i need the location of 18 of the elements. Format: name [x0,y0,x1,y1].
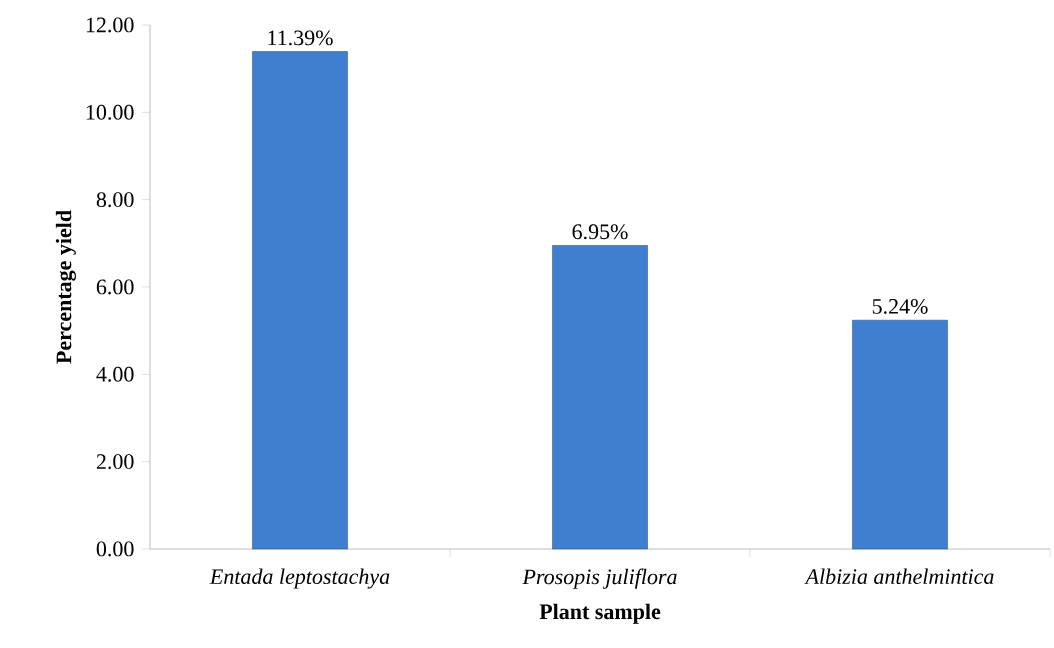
data-label: 5.24% [872,298,928,314]
x-axis-title: Plant sample [539,603,661,624]
y-axis-title: Percentage yield [55,210,76,364]
y-tick-label: 4.00 [96,366,134,382]
bar [852,319,948,550]
x-tick-label: Albizia anthelmintica [804,568,994,585]
bar [252,51,348,550]
y-tick-label: 12.00 [86,17,134,33]
y-tick-label: 2.00 [96,454,134,470]
y-tick-label: 6.00 [96,279,134,295]
y-tick-label: 8.00 [96,192,134,208]
y-tick-label: 10.00 [86,104,134,120]
data-label: 11.39% [268,30,333,46]
bar [552,245,648,550]
data-label: 6.95% [572,224,628,240]
x-tick-label: Prosopis juliflora [522,568,677,589]
x-tick-label: Entada leptostachya [209,568,390,589]
y-tick-label: 0.00 [96,541,134,557]
